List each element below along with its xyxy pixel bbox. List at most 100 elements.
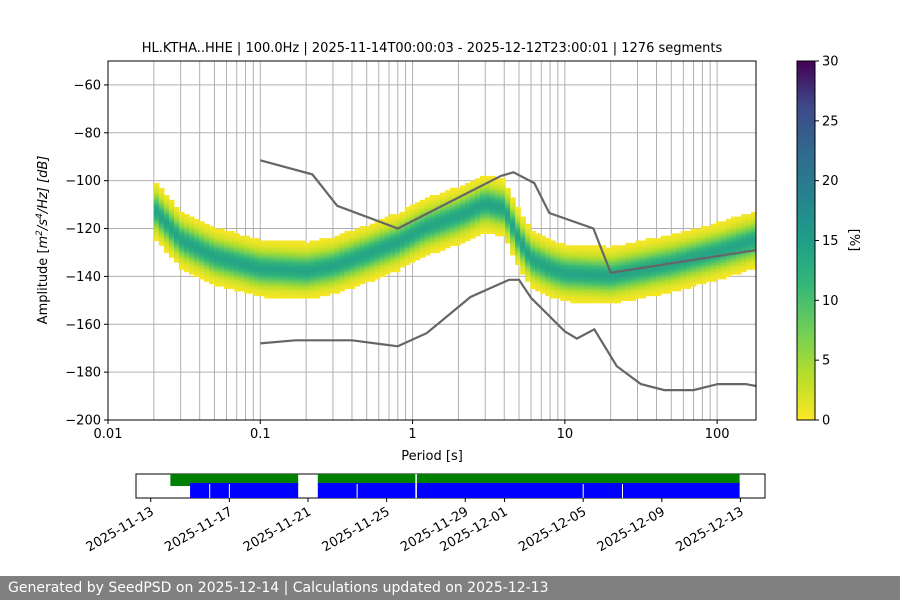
heatmap-cell xyxy=(530,266,536,270)
heatmap-cell xyxy=(429,228,436,232)
heatmap-cell xyxy=(750,247,756,251)
heatmap-cell xyxy=(153,235,160,239)
heatmap-cell xyxy=(505,226,511,230)
heatmap-cell xyxy=(254,254,260,258)
heatmap-cell xyxy=(700,281,707,285)
heatmap-cell xyxy=(384,245,391,249)
heatmap-cell xyxy=(178,245,185,249)
heatmap-cell xyxy=(620,281,627,285)
heatmap-cell xyxy=(234,262,240,266)
heatmap-cell xyxy=(229,235,235,239)
heatmap-cell xyxy=(585,266,592,270)
heatmap-cell xyxy=(163,221,170,225)
heatmap-cell xyxy=(254,278,260,282)
heatmap-cell xyxy=(630,281,637,285)
heatmap-cell xyxy=(153,206,160,210)
heatmap-cell xyxy=(474,187,481,191)
heatmap-cell xyxy=(670,254,677,258)
heatmap-cell xyxy=(334,283,341,287)
heatmap-cell xyxy=(505,238,511,242)
heatmap-cell xyxy=(304,259,310,263)
heatmap-cell xyxy=(485,199,491,203)
heatmap-cell xyxy=(414,223,421,227)
heatmap-cell xyxy=(424,233,431,237)
heatmap-cell xyxy=(384,247,391,251)
heatmap-cell xyxy=(505,204,511,208)
heatmap-cell xyxy=(153,202,160,206)
heatmap-cell xyxy=(339,240,346,244)
heatmap-cell xyxy=(595,300,602,304)
heatmap-cell xyxy=(339,288,346,292)
heatmap-cell xyxy=(710,223,717,227)
heatmap-cell xyxy=(173,233,180,237)
heatmap-cell xyxy=(173,252,180,256)
heatmap-cell xyxy=(379,247,386,251)
heatmap-cell xyxy=(665,269,672,273)
heatmap-cell xyxy=(424,199,431,203)
heatmap-cell xyxy=(600,257,607,261)
heatmap-cell xyxy=(695,230,702,234)
heatmap-cell xyxy=(249,250,255,254)
heatmap-cell xyxy=(279,266,285,270)
heatmap-cell xyxy=(163,206,170,210)
heatmap-cell xyxy=(339,276,346,280)
heatmap-cell xyxy=(439,221,446,225)
heatmap-cell xyxy=(354,274,361,277)
heatmap-cell xyxy=(590,300,597,304)
heatmap-cell xyxy=(158,233,165,237)
heatmap-cell xyxy=(635,276,642,280)
heatmap-cell xyxy=(690,259,697,263)
heatmap-cell xyxy=(254,266,260,270)
heatmap-cell xyxy=(404,262,411,266)
heatmap-cell xyxy=(163,223,170,227)
heatmap-cell xyxy=(505,211,511,215)
heatmap-cell xyxy=(745,238,752,242)
heatmap-cell xyxy=(550,266,556,270)
heatmap-cell xyxy=(294,266,300,270)
heatmap-cell xyxy=(284,290,290,294)
heatmap-cell xyxy=(214,276,220,280)
heatmap-cell xyxy=(359,281,366,285)
heatmap-cell xyxy=(449,190,456,194)
heatmap-cell xyxy=(605,276,612,280)
heatmap-cell xyxy=(565,245,571,249)
heatmap-cell xyxy=(575,274,581,277)
heatmap-cell xyxy=(459,226,466,230)
heatmap-cell xyxy=(249,238,255,242)
heatmap-cell xyxy=(510,233,516,237)
heatmap-cell xyxy=(540,288,546,292)
heatmap-cell xyxy=(745,223,752,227)
heatmap-cell xyxy=(535,281,541,285)
heatmap-cell xyxy=(193,269,200,273)
heatmap-cell xyxy=(725,218,732,222)
heatmap-cell xyxy=(690,254,697,258)
heatmap-cell xyxy=(229,247,235,251)
heatmap-cell xyxy=(389,218,396,222)
heatmap-cell xyxy=(730,216,737,220)
heatmap-cell xyxy=(399,247,406,251)
heatmap-cell xyxy=(269,240,275,244)
heatmap-cell xyxy=(590,274,597,277)
heatmap-cell xyxy=(224,259,230,263)
heatmap-cell xyxy=(625,264,632,268)
heatmap-cell xyxy=(605,281,612,285)
heatmap-cell xyxy=(284,247,290,251)
heatmap-cell xyxy=(720,274,727,277)
heatmap-cell xyxy=(670,278,677,282)
heatmap-cell xyxy=(254,290,260,294)
heatmap-cell xyxy=(720,252,727,256)
heatmap-cell xyxy=(474,183,481,187)
heatmap-cell xyxy=(630,250,637,254)
heatmap-cell xyxy=(349,238,356,242)
heatmap-cell xyxy=(409,211,416,215)
heatmap-cell xyxy=(525,264,531,268)
heatmap-cell xyxy=(414,252,421,256)
heatmap-cell xyxy=(540,259,546,263)
heatmap-cell xyxy=(404,206,411,210)
heatmap-cell xyxy=(590,288,597,292)
heatmap-cell xyxy=(695,233,702,237)
heatmap-cell xyxy=(550,257,556,261)
heatmap-cell xyxy=(404,247,411,251)
heatmap-cell xyxy=(605,269,612,273)
heatmap-cell xyxy=(695,254,702,258)
